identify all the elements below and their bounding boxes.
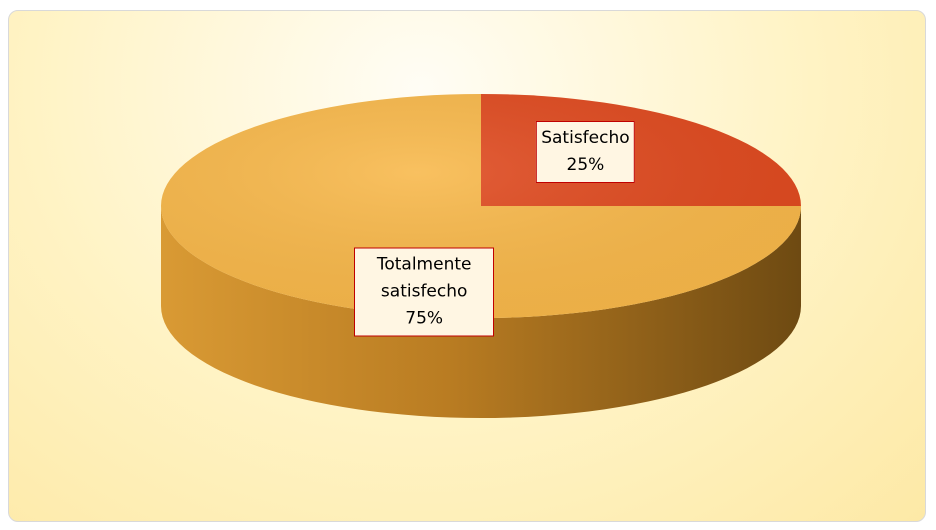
pie-sheen bbox=[161, 94, 801, 318]
label-category: Totalmente satisfecho bbox=[376, 254, 472, 302]
chart-frame: Satisfecho 25% Totalmente satisfecho 75% bbox=[8, 10, 926, 522]
pie-side bbox=[161, 206, 801, 418]
label-value: 25% bbox=[566, 155, 605, 176]
data-label: Totalmente satisfecho 75% bbox=[354, 247, 495, 337]
data-label: Satisfecho 25% bbox=[536, 121, 635, 184]
label-category: Satisfecho bbox=[541, 128, 630, 149]
label-value: 75% bbox=[405, 308, 444, 329]
